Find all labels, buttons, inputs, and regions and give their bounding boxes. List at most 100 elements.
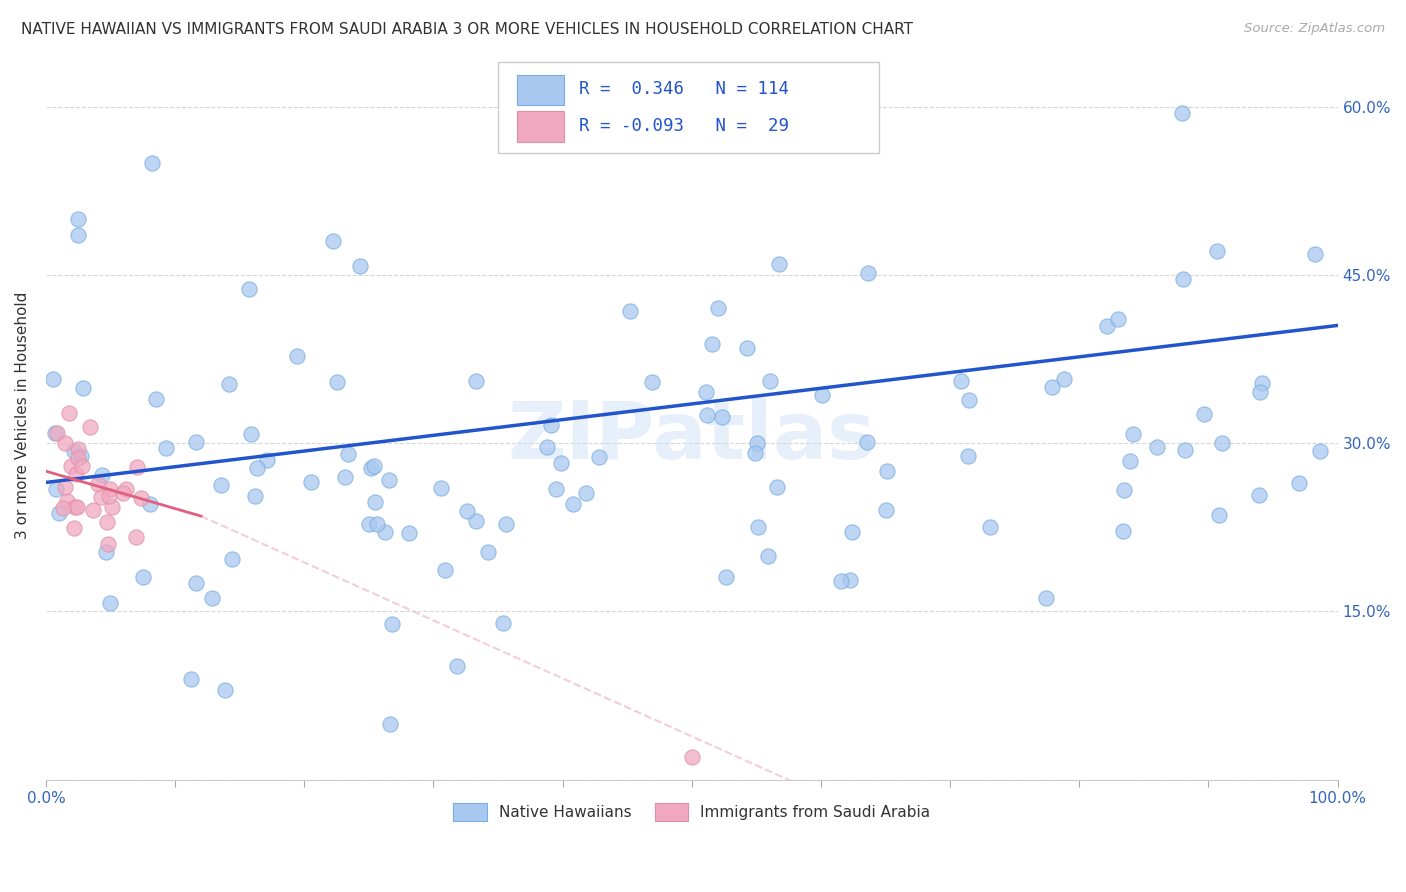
- Point: [540, 417, 562, 432]
- Point: [94, 545, 117, 559]
- Point: [366, 517, 388, 532]
- Point: [747, 436, 769, 450]
- Point: [214, 682, 236, 697]
- Point: [335, 470, 357, 484]
- Point: [716, 570, 738, 584]
- Point: [949, 375, 972, 389]
- Point: [65, 500, 87, 514]
- Point: [477, 544, 499, 558]
- Point: [87, 477, 110, 491]
- Point: [744, 445, 766, 459]
- Point: [336, 447, 359, 461]
- Point: [186, 575, 208, 590]
- Point: [700, 336, 723, 351]
- Point: [79, 420, 101, 434]
- Point: [127, 459, 149, 474]
- Text: Source: ZipAtlas.com: Source: ZipAtlas.com: [1244, 22, 1385, 36]
- Point: [238, 282, 260, 296]
- Point: [957, 450, 980, 464]
- FancyBboxPatch shape: [498, 62, 879, 153]
- Point: [855, 434, 877, 449]
- Point: [45, 426, 67, 441]
- Point: [100, 596, 122, 610]
- Point: [619, 303, 641, 318]
- Point: [48, 506, 70, 520]
- Point: [322, 235, 344, 249]
- Point: [841, 524, 863, 539]
- Point: [325, 376, 347, 390]
- Point: [1208, 508, 1230, 522]
- Point: [1052, 372, 1074, 386]
- Point: [1119, 454, 1142, 468]
- Point: [201, 591, 224, 606]
- Point: [1170, 106, 1192, 120]
- Point: [1288, 475, 1310, 490]
- Point: [710, 409, 733, 424]
- Point: [65, 467, 87, 481]
- Point: [132, 570, 155, 584]
- Point: [240, 426, 263, 441]
- FancyBboxPatch shape: [517, 112, 564, 142]
- Point: [359, 516, 381, 531]
- Point: [768, 256, 790, 270]
- Point: [706, 301, 728, 316]
- Point: [53, 480, 76, 494]
- Y-axis label: 3 or more Vehicles in Household: 3 or more Vehicles in Household: [15, 292, 30, 539]
- Point: [492, 615, 515, 630]
- Point: [360, 461, 382, 475]
- Point: [696, 408, 718, 422]
- Point: [434, 563, 457, 577]
- Point: [695, 384, 717, 399]
- Point: [70, 458, 93, 473]
- Point: [398, 526, 420, 541]
- Point: [747, 519, 769, 533]
- Point: [155, 441, 177, 455]
- Point: [111, 485, 134, 500]
- Point: [90, 468, 112, 483]
- Text: NATIVE HAWAIIAN VS IMMIGRANTS FROM SAUDI ARABIA 3 OR MORE VEHICLES IN HOUSEHOLD : NATIVE HAWAIIAN VS IMMIGRANTS FROM SAUDI…: [21, 22, 912, 37]
- Point: [42, 371, 65, 385]
- Point: [550, 456, 572, 470]
- Point: [759, 375, 782, 389]
- Point: [1114, 483, 1136, 498]
- Point: [56, 493, 79, 508]
- Point: [381, 616, 404, 631]
- Point: [67, 442, 90, 456]
- Point: [1251, 376, 1274, 391]
- Point: [575, 485, 598, 500]
- Text: ZIPatlas: ZIPatlas: [508, 398, 876, 476]
- Point: [374, 525, 396, 540]
- Point: [184, 435, 207, 450]
- Point: [129, 491, 152, 505]
- Point: [114, 483, 136, 497]
- Point: [299, 475, 322, 489]
- Point: [67, 228, 90, 243]
- Point: [349, 259, 371, 273]
- Point: [979, 520, 1001, 534]
- Point: [838, 573, 860, 587]
- Point: [1249, 385, 1271, 400]
- Point: [641, 375, 664, 389]
- Point: [221, 552, 243, 566]
- Point: [1206, 244, 1229, 258]
- Point: [66, 500, 89, 514]
- Point: [145, 392, 167, 406]
- Point: [98, 483, 121, 497]
- Point: [465, 514, 488, 528]
- Point: [1146, 440, 1168, 454]
- Point: [1249, 488, 1271, 502]
- Point: [766, 480, 789, 494]
- Point: [830, 574, 852, 588]
- Point: [456, 503, 478, 517]
- Point: [446, 659, 468, 673]
- Point: [97, 537, 120, 551]
- Point: [141, 156, 163, 170]
- Point: [544, 482, 567, 496]
- Point: [45, 482, 67, 496]
- Point: [180, 672, 202, 686]
- Text: R =  0.346   N = 114: R = 0.346 N = 114: [579, 80, 789, 98]
- Point: [1122, 427, 1144, 442]
- Point: [1305, 247, 1327, 261]
- Point: [52, 501, 75, 516]
- Point: [1107, 311, 1129, 326]
